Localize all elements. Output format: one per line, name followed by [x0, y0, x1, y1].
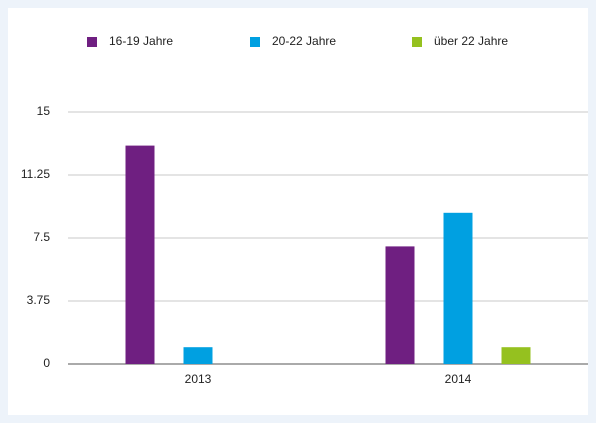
- y-tick-label: 11.25: [21, 167, 50, 181]
- bar: [385, 246, 415, 364]
- legend-label: 16-19 Jahre: [109, 34, 173, 48]
- y-tick-label: 3.75: [27, 293, 51, 307]
- legend-swatch: [412, 37, 422, 47]
- bar: [501, 347, 531, 364]
- bar: [125, 145, 155, 364]
- x-tick-label: 2013: [185, 372, 212, 386]
- legend-swatch: [250, 37, 260, 47]
- y-tick-label: 7.5: [33, 230, 50, 244]
- legend-label: 20-22 Jahre: [272, 34, 336, 48]
- bar: [183, 347, 213, 364]
- x-tick-label: 2014: [445, 372, 472, 386]
- y-tick-label: 15: [37, 104, 51, 118]
- legend-swatch: [87, 37, 97, 47]
- panel: [8, 8, 588, 415]
- y-tick-label: 0: [43, 356, 50, 370]
- legend-label: über 22 Jahre: [434, 34, 508, 48]
- bar: [443, 212, 473, 364]
